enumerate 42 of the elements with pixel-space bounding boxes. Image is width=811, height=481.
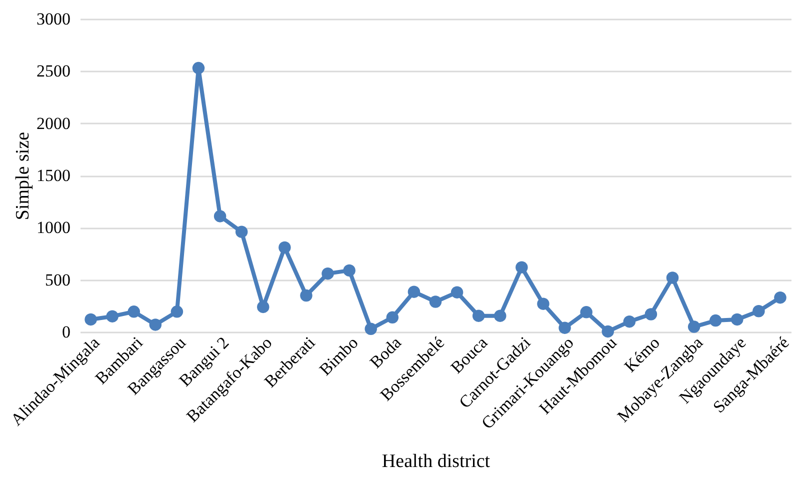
point [300,289,312,302]
point [429,296,442,308]
y-tick-label: 0 [62,322,70,342]
point [537,298,550,310]
point [666,272,679,284]
point [516,261,528,274]
point [752,305,765,318]
point [408,286,420,298]
point [192,62,205,74]
point [472,310,485,322]
point [278,241,291,254]
y-tick-label: 1500 [36,166,70,185]
point [644,308,658,320]
y-tick-label: 500 [45,270,70,290]
point [214,210,226,222]
point [709,314,722,327]
y-tick-label: 1000 [36,218,70,238]
point [235,226,248,238]
point [322,267,334,280]
point [688,320,700,333]
y-axis-title: Simple size [12,132,34,220]
point [106,310,118,322]
point [170,306,184,318]
y-tick-label: 2000 [36,114,70,133]
x-axis-title: Health district [382,450,491,472]
point [343,264,356,277]
point [84,313,97,326]
y-tick-label: 2500 [36,62,70,81]
point [386,311,399,324]
point [257,300,270,314]
point [602,325,614,338]
point [149,318,162,331]
point [128,306,140,318]
point [774,291,786,304]
point [623,315,636,328]
y-tick-label: 3000 [36,10,70,28]
point [450,286,464,298]
point [558,322,571,334]
point [731,313,744,326]
point [494,310,506,322]
point [580,306,592,318]
point [364,322,377,335]
